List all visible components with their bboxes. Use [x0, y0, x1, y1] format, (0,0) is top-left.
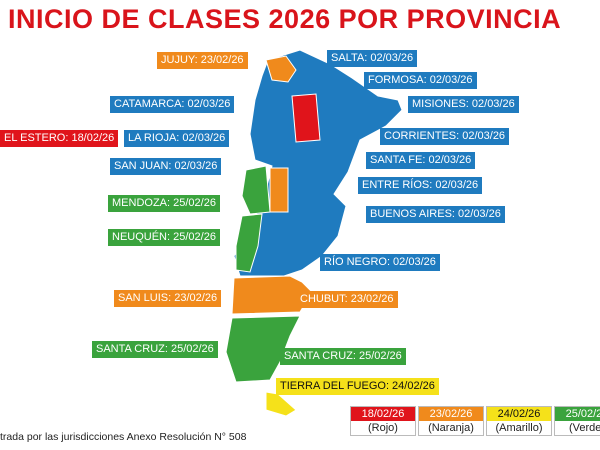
province-label: TIERRA DEL FUEGO: 24/02/26: [276, 378, 439, 395]
province-label: MISIONES: 02/03/26: [408, 96, 519, 113]
legend-date: 24/02/26: [487, 407, 551, 421]
legend-date: 18/02/26: [351, 407, 415, 421]
region-santa-cruz: [225, 315, 301, 383]
province-label: SAN JUAN: 02/03/26: [110, 158, 222, 175]
legend-item: 24/02/26 (Amarillo): [486, 406, 552, 436]
province-label: CHUBUT: 23/02/26: [296, 291, 398, 308]
province-label: LA RIOJA: 02/03/26: [124, 130, 230, 147]
province-label: SANTA CRUZ: 25/02/26: [92, 341, 218, 358]
region-jujuy: [265, 55, 297, 83]
legend-item: 23/02/26 (Naranja): [418, 406, 484, 436]
legend-item: 25/02/26(Verde): [554, 406, 600, 436]
legend-date: 23/02/26: [419, 407, 483, 421]
province-label: MENDOZA: 25/02/26: [108, 195, 220, 212]
legend-name: (Rojo): [351, 421, 415, 435]
legend-name: (Verde): [555, 421, 600, 435]
province-label: CORRIENTES: 02/03/26: [380, 128, 510, 145]
province-label: BUENOS AIRES: 02/03/26: [366, 206, 505, 223]
legend-name: (Amarillo): [487, 421, 551, 435]
region-tierra-del-fuego: [265, 391, 297, 417]
region-santiago: [291, 93, 321, 143]
province-label: JUJUY: 23/02/26: [157, 52, 248, 69]
province-label: NEUQUÉN: 25/02/26: [108, 229, 220, 246]
legend-name: (Naranja): [419, 421, 483, 435]
region-neuquen: [235, 213, 263, 273]
province-label: SANTA CRUZ: 25/02/26: [280, 348, 406, 365]
province-label: RÍO NEGRO: 02/03/26: [320, 254, 440, 271]
province-label: FORMOSA: 02/03/26: [364, 72, 477, 89]
province-label: SANTA FE: 02/03/26: [366, 152, 476, 169]
region-san-luis: [269, 167, 289, 213]
province-label: EL ESTERO: 18/02/26: [0, 130, 119, 147]
province-label: CATAMARCA: 02/03/26: [110, 96, 235, 113]
title: INICIO DE CLASES 2026 POR PROVINCIA: [8, 4, 562, 34]
province-label: SALTA: 02/03/26: [327, 50, 418, 67]
region-mendoza: [241, 165, 271, 215]
footnote: trada por las jurisdicciones Anexo Resol…: [0, 431, 247, 443]
legend-date: 25/02/26: [555, 407, 600, 421]
legend-item: 18/02/26 (Rojo): [350, 406, 416, 436]
province-label: ENTRE RÍOS: 02/03/26: [358, 177, 483, 194]
province-label: SAN LUIS: 23/02/26: [114, 290, 222, 307]
